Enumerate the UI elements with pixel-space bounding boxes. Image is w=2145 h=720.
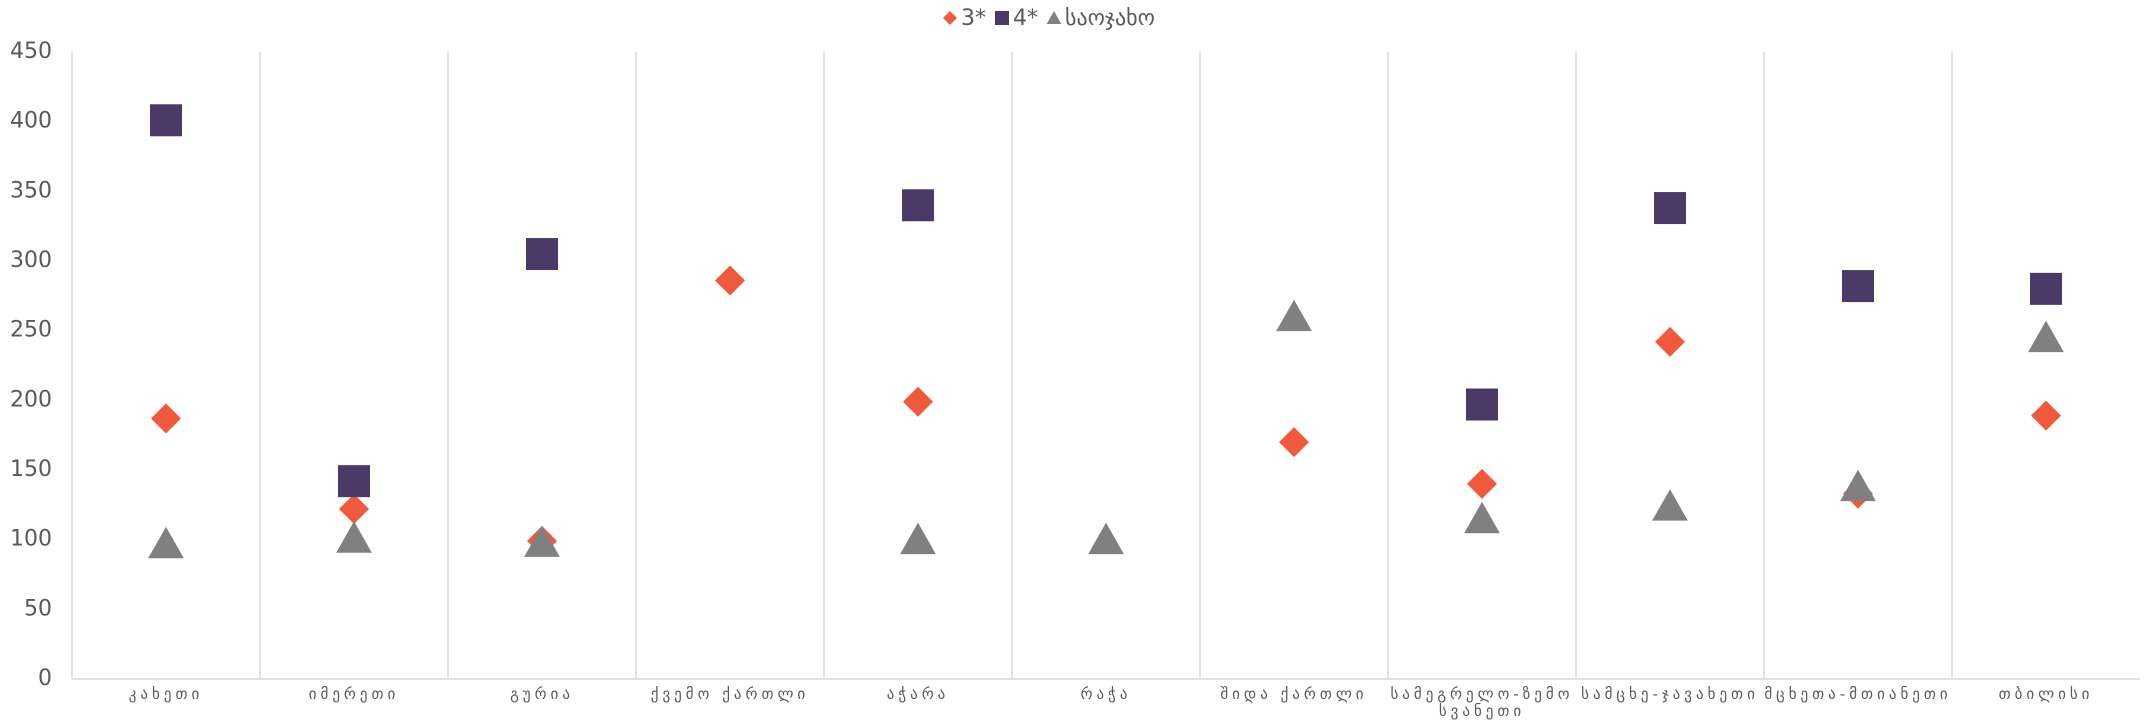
y-tick-label: 50 [24,596,52,621]
marker [1276,299,1312,332]
marker [902,189,934,222]
marker [1088,522,1124,555]
y-tick-label: 400 [10,109,52,134]
y-tick-label: 200 [10,387,52,412]
x-tick-label: გურია [510,685,574,703]
marker [1842,270,1874,303]
marker [1652,489,1688,521]
x-tick-label: სამეგრელო-ზემო სვანეთი [1390,685,1574,720]
legend-label: 3* [961,6,986,31]
marker [715,265,745,296]
y-tick-label: 450 [10,39,52,64]
y-tick-label: 150 [10,457,52,482]
marker [1655,326,1685,357]
legend-label: 4* [1013,6,1038,31]
x-tick-label: შიდა ქართლი [1220,685,1368,703]
legend-marker [943,11,957,25]
marker [1654,192,1686,225]
marker [1467,468,1497,499]
marker [2030,272,2062,305]
marker [1466,388,1498,421]
x-tick-label: აჭარა [886,685,950,703]
x-tick-label: რაჭა [1080,685,1132,703]
x-tick-label: სამცხე-ჯავახეთი [1581,685,1759,703]
y-tick-label: 300 [10,248,52,273]
marker [1279,427,1309,458]
x-tick-label: თბილისი [1998,685,2094,703]
legend-marker [995,11,1009,25]
marker [903,386,933,417]
y-tick-label: 250 [10,318,52,343]
marker [338,465,370,498]
legend-marker [1046,11,1062,24]
marker [151,403,181,434]
marker [524,525,560,557]
marker [339,494,369,525]
x-tick-label: კახეთი [128,685,204,703]
marker [1840,469,1876,502]
marker [526,238,558,271]
x-tick-label: მცხეთა-მთიანეთი [1764,685,1952,703]
marker [150,104,182,137]
marker [900,522,936,555]
marker [2028,320,2064,353]
marker [2031,400,2061,431]
marker [1464,501,1500,534]
marker [148,526,184,559]
y-tick-label: 100 [10,527,52,552]
marker [336,521,372,553]
y-tick-label: 0 [38,666,52,691]
legend-label: საოჯახო [1065,6,1155,31]
y-tick-label: 350 [10,178,52,203]
x-tick-label: ქვემო ქართლი [650,685,810,703]
x-tick-label: იმერეთი [308,685,400,703]
